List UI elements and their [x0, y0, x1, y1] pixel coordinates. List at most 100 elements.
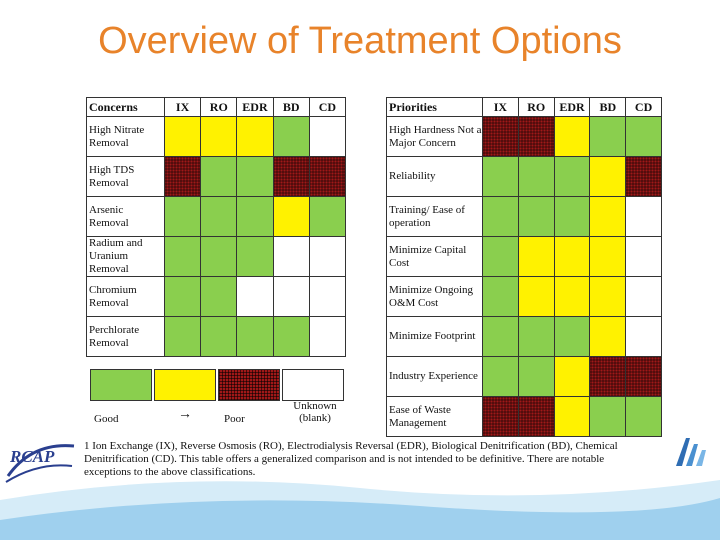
- rating-cell-poor: [625, 356, 662, 397]
- rating-cell-good: [553, 196, 591, 237]
- legend-good-label: Good: [94, 413, 119, 425]
- rating-cell-unk: [308, 316, 347, 357]
- row-label: High Hardness Not a Major Concern: [386, 116, 483, 157]
- legend-arrow-icon: →: [178, 407, 192, 422]
- concerns_table-header-edr: EDR: [236, 97, 274, 117]
- rating-cell-good: [589, 396, 627, 437]
- rating-cell-good: [589, 116, 627, 157]
- rcap-logo-text: RCAP: [10, 447, 55, 466]
- rating-cell-good: [517, 156, 555, 197]
- rating-cell-good: [482, 196, 519, 237]
- rating-cell-unk: [308, 116, 347, 157]
- priorities_table-header-cd: CD: [625, 97, 662, 117]
- legend-unknown-swatch: [282, 369, 344, 401]
- row-label: High TDS Removal: [86, 156, 165, 197]
- rating-cell-good: [200, 316, 238, 357]
- row-label: Minimize Footprint: [386, 316, 483, 357]
- legend-poor-label: Poor: [224, 413, 245, 425]
- rating-cell-good: [272, 316, 310, 357]
- rating-cell-good: [236, 316, 274, 357]
- rating-cell-poor: [589, 356, 627, 397]
- rating-cell-good: [236, 236, 274, 277]
- rating-cell-good: [482, 276, 519, 317]
- rating-cell-good: [163, 236, 202, 277]
- rating-cell-unk: [625, 276, 662, 317]
- rating-cell-good: [236, 156, 274, 197]
- rating-cell-good: [200, 236, 238, 277]
- rating-cell-good: [517, 316, 555, 357]
- rating-cell-good: [625, 116, 662, 157]
- rating-cell-fair: [589, 276, 627, 317]
- table-row: Training/ Ease of operation: [386, 196, 662, 237]
- rating-cell-unk: [625, 196, 662, 237]
- rating-cell-fair: [200, 116, 238, 157]
- rating-cell-fair: [553, 276, 591, 317]
- rating-cell-poor: [272, 156, 310, 197]
- priorities_table-header-bd: BD: [589, 97, 627, 117]
- rating-cell-fair: [553, 356, 591, 397]
- rating-cell-poor: [482, 396, 519, 437]
- row-label: Reliability: [386, 156, 483, 197]
- priorities-header-row: Priorities IX RO EDR BD CD: [386, 97, 662, 117]
- table-row: Ease of Waste Management: [386, 396, 662, 437]
- rating-cell-fair: [553, 396, 591, 437]
- concerns_table-header-ro: RO: [200, 97, 238, 117]
- rating-cell-good: [200, 276, 238, 317]
- table-row: Minimize Capital Cost: [386, 236, 662, 277]
- row-label: High Nitrate Removal: [86, 116, 165, 157]
- rating-cell-good: [553, 156, 591, 197]
- rating-cell-good: [482, 356, 519, 397]
- rating-cell-fair: [163, 116, 202, 157]
- rating-cell-fair: [236, 116, 274, 157]
- rating-cell-good: [625, 396, 662, 437]
- rating-cell-fair: [517, 236, 555, 277]
- rating-cell-good: [272, 116, 310, 157]
- rating-cell-poor: [625, 156, 662, 197]
- concerns_table-header-bd: BD: [272, 97, 310, 117]
- table-row: High TDS Removal: [86, 156, 347, 197]
- row-label: Perchlorate Removal: [86, 316, 165, 357]
- row-label: Training/ Ease of operation: [386, 196, 483, 237]
- footnote-marker: 1: [84, 440, 90, 452]
- rating-cell-good: [163, 316, 202, 357]
- rating-cell-good: [517, 196, 555, 237]
- rating-cell-good: [553, 316, 591, 357]
- concerns_table-header-label: Concerns: [86, 97, 165, 117]
- rating-cell-poor: [517, 116, 555, 157]
- concerns_table-header-ix: IX: [163, 97, 202, 117]
- water-drops-logo-icon: [676, 438, 706, 466]
- footnote-text: Ion Exchange (IX), Reverse Osmosis (RO),…: [84, 440, 618, 478]
- table-row: Minimize Footprint: [386, 316, 662, 357]
- rating-cell-unk: [236, 276, 274, 317]
- rating-cell-poor: [308, 156, 347, 197]
- row-label: Arsenic Removal: [86, 196, 165, 237]
- rating-cell-fair: [589, 156, 627, 197]
- rating-cell-good: [236, 196, 274, 237]
- concerns-table: Concerns IX RO EDR BD CD High Nitrate Removal…: [86, 97, 347, 357]
- legend-poor-swatch: [218, 369, 280, 401]
- rating-cell-good: [308, 196, 347, 237]
- rating-cell-poor: [482, 116, 519, 157]
- rating-cell-fair: [517, 276, 555, 317]
- rating-cell-poor: [163, 156, 202, 197]
- table-row: Industry Experience: [386, 356, 662, 397]
- table-row: High Nitrate Removal: [86, 116, 347, 157]
- rating-cell-fair: [589, 236, 627, 277]
- rating-cell-fair: [553, 116, 591, 157]
- table-row: Minimize Ongoing O&M Cost: [386, 276, 662, 317]
- rating-cell-fair: [589, 196, 627, 237]
- rating-cell-good: [482, 316, 519, 357]
- rating-cell-unk: [308, 236, 347, 277]
- rating-cell-good: [482, 236, 519, 277]
- legend-good-swatch: [90, 369, 152, 401]
- table-row: High Hardness Not a Major Concern: [386, 116, 662, 157]
- table-row: Perchlorate Removal: [86, 316, 347, 357]
- table-row: Reliability: [386, 156, 662, 197]
- legend-fair-swatch: [154, 369, 216, 401]
- table-row: Arsenic Removal: [86, 196, 347, 237]
- row-label: Chromium Removal: [86, 276, 165, 317]
- priorities_table-header-label: Priorities: [386, 97, 483, 117]
- rating-cell-good: [482, 156, 519, 197]
- row-label: Minimize Capital Cost: [386, 236, 483, 277]
- legend: Good → Poor Unknown (blank): [88, 367, 346, 427]
